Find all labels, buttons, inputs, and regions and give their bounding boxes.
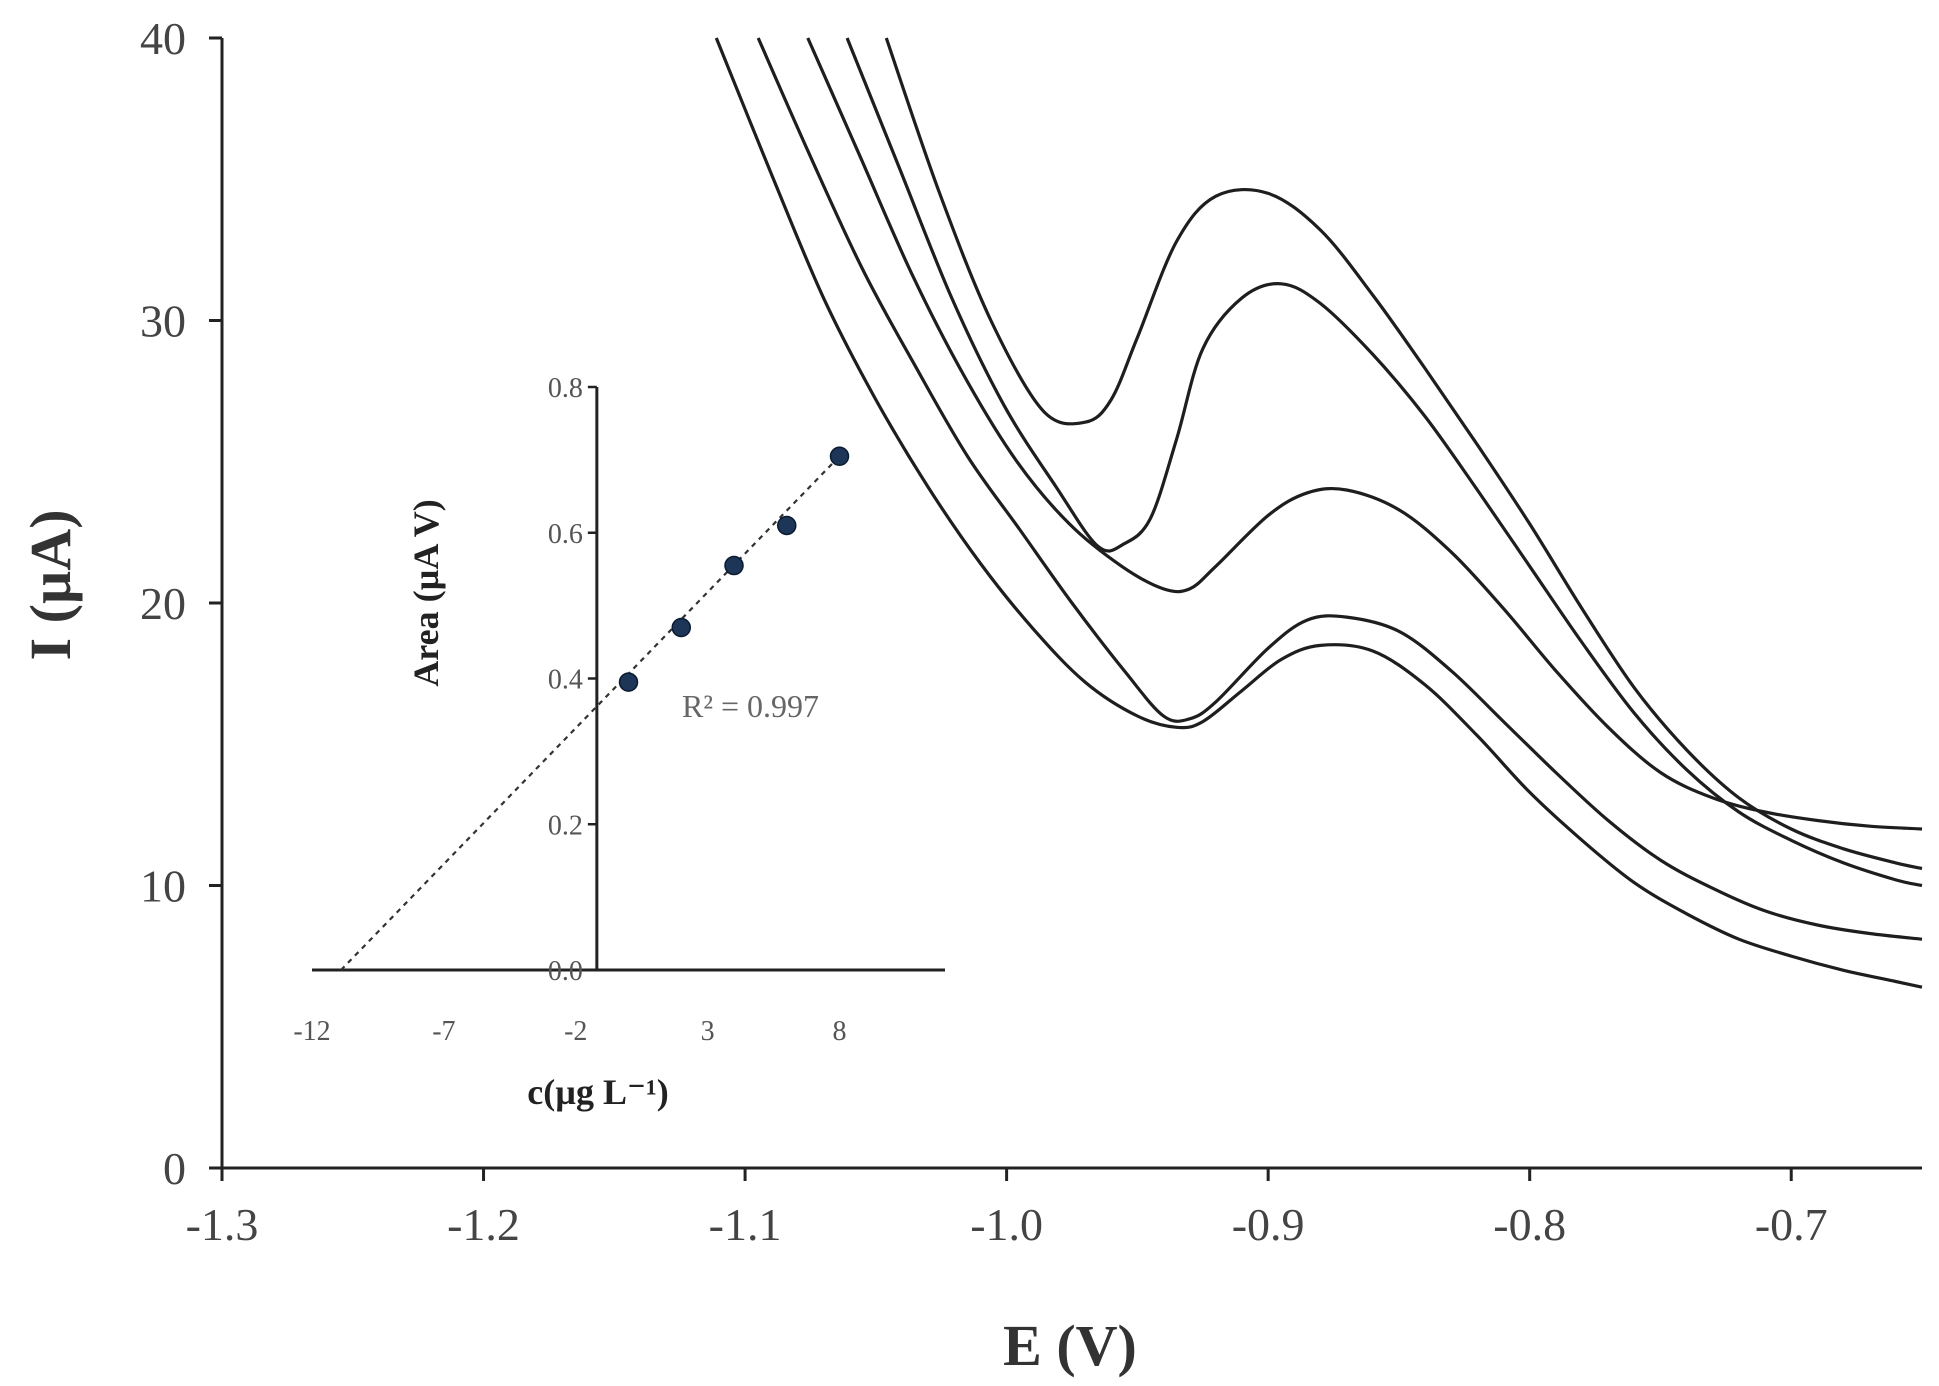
main-tick-labels: -1.3 -1.2 -1.1 -1.0 -0.9 -0.8 -0.7 0 10 20 30 40: [140, 13, 1828, 1250]
main-x-tick-label: -1.0: [970, 1199, 1043, 1250]
main-x-tick-label: -1.2: [447, 1199, 520, 1250]
inset-data-point: [618, 672, 639, 692]
main-tick-marks: [209, 36, 1793, 1181]
main-x-tick-label: -1.3: [186, 1199, 259, 1250]
inset-points: [618, 446, 850, 692]
inset-x-tick-label: -12: [293, 1016, 330, 1047]
inset-tick-labels: -12 -7 -2 3 8 0.0 0.2 0.4 0.6 0.8: [293, 373, 846, 1047]
main-y-tick-label: 40: [140, 13, 186, 64]
voltammogram-curve-3: [806, 37, 1923, 831]
inset-y-tick-label: 0.4: [548, 665, 583, 696]
voltammogram-curve-2: [756, 37, 1923, 941]
main-x-tick-label: -0.8: [1493, 1199, 1566, 1250]
inset-x-tick-label: -7: [432, 1016, 455, 1047]
inset-plot: -12 -7 -2 3 8 0.0 0.2 0.4 0.6 0.8 R² = 0.997 c(µg…: [293, 373, 945, 1112]
main-x-tick-label: -0.9: [1232, 1199, 1305, 1250]
main-y-tick-label: 10: [140, 861, 186, 912]
x-axis-title: E (V): [1003, 1313, 1137, 1378]
inset-y-tick-label: 0.8: [548, 373, 583, 404]
inset-data-point: [829, 446, 850, 466]
inset-x-tick-label: -2: [564, 1016, 587, 1047]
main-curves: [714, 37, 1923, 989]
inset-x-tick-label: 3: [701, 1016, 715, 1047]
main-plot: -1.3 -1.2 -1.1 -1.0 -0.9 -0.8 -0.7 0 10 20 30 40 E …: [18, 13, 1923, 1378]
inset-y-tick-label: 0.6: [548, 519, 583, 550]
y-axis-title: I (µA): [18, 509, 83, 660]
main-y-tick-label: 0: [163, 1143, 186, 1194]
inset-y-tick-label: 0.0: [548, 956, 583, 987]
main-y-tick-label: 20: [140, 578, 186, 629]
main-x-tick-label: -1.1: [709, 1199, 782, 1250]
inset-y-axis-title: Area (µA V): [406, 499, 446, 686]
r-squared-annotation: R² = 0.997: [682, 688, 819, 724]
inset-y-tick-label: 0.2: [548, 810, 583, 841]
inset-x-axis-title: c(µg L⁻¹): [527, 1072, 669, 1112]
inset-data-point: [777, 515, 797, 536]
voltammogram-curve-5: [884, 37, 1923, 871]
inset-data-point: [724, 555, 744, 576]
inset-tick-marks: [587, 385, 597, 972]
main-x-tick-label: -0.7: [1755, 1199, 1828, 1250]
inset-x-tick-label: 8: [833, 1016, 847, 1047]
voltammogram-curve-1: [714, 37, 1923, 989]
voltammogram-curve-4: [845, 37, 1923, 888]
inset-data-point: [671, 617, 691, 638]
main-y-tick-label: 30: [140, 296, 186, 347]
